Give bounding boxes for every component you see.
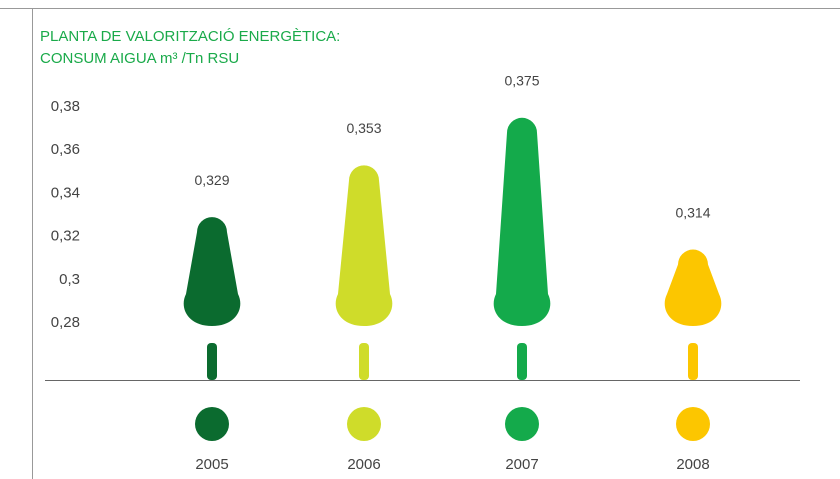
x-tick-label: 2006 bbox=[347, 456, 380, 473]
y-tick-label: 0,3 bbox=[59, 271, 80, 288]
tree-bar bbox=[335, 165, 393, 326]
tree-bar bbox=[183, 217, 241, 326]
legend-dot bbox=[676, 407, 710, 441]
trunk bbox=[359, 343, 369, 380]
legend-dot bbox=[505, 407, 539, 441]
trunk bbox=[517, 343, 527, 380]
y-tick-label: 0,34 bbox=[51, 184, 80, 201]
legend-dot bbox=[347, 407, 381, 441]
y-tick-label: 0,28 bbox=[51, 314, 80, 331]
chart-title: PLANTA DE VALORITZACIÓ ENERGÈTICA: bbox=[40, 28, 340, 45]
chart-subtitle: CONSUM AIGUA m³ /Tn RSU bbox=[40, 50, 239, 67]
tree-bar bbox=[493, 117, 551, 326]
trunk bbox=[207, 343, 217, 380]
value-label: 0,329 bbox=[194, 172, 229, 188]
y-tick-label: 0,36 bbox=[51, 141, 80, 158]
trunk bbox=[688, 343, 698, 380]
x-tick-label: 2007 bbox=[505, 456, 538, 473]
y-tick-label: 0,32 bbox=[51, 228, 80, 245]
x-tick-label: 2005 bbox=[195, 456, 228, 473]
y-tick-label: 0,38 bbox=[51, 98, 80, 115]
value-label: 0,353 bbox=[346, 120, 381, 136]
legend-dot bbox=[195, 407, 229, 441]
value-label: 0,314 bbox=[675, 204, 710, 220]
value-label: 0,375 bbox=[504, 73, 539, 89]
x-tick-label: 2008 bbox=[676, 456, 709, 473]
tree-bar bbox=[664, 249, 722, 326]
